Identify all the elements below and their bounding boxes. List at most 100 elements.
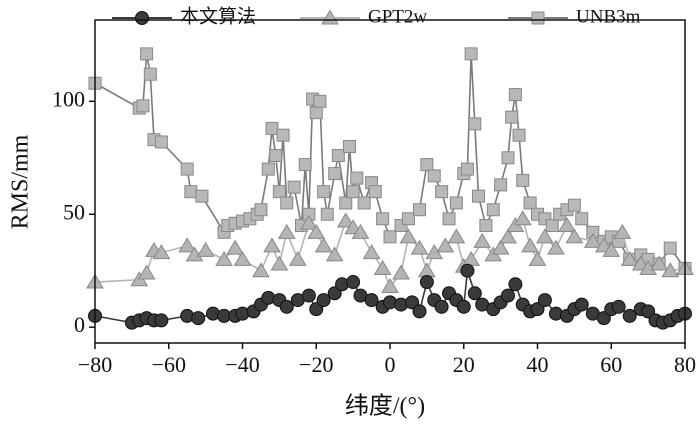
point [154,135,168,149]
point [410,239,429,255]
point [154,313,169,328]
point [364,293,379,308]
point [602,241,621,257]
point [528,250,547,266]
point [307,223,326,239]
point [513,210,532,226]
point [505,110,519,124]
point [373,259,392,275]
point [508,277,523,292]
point [368,185,382,199]
point [473,232,492,248]
legend-label: 本文算法 [180,5,256,27]
point [472,189,485,203]
point [449,196,463,210]
point [309,302,324,317]
point [328,167,342,181]
point [351,223,370,239]
point [435,185,449,199]
point [558,217,576,233]
point [434,299,449,314]
point [417,262,436,278]
x-tick-label: −40 [225,352,259,377]
point [547,239,565,255]
point [376,212,390,226]
point [399,228,418,244]
x-tick-label: −80 [78,352,112,377]
point [195,189,209,203]
point [254,203,268,217]
point [191,311,206,326]
point [565,228,584,244]
point [140,47,154,61]
point [288,250,307,266]
point [413,203,426,217]
point [641,304,656,319]
point [521,237,540,253]
point [327,286,342,301]
point [279,299,294,314]
x-tick-label: 0 [385,352,396,377]
point [501,151,515,165]
x-tick-label: 20 [453,352,475,377]
point [269,149,283,163]
point [494,178,508,192]
point [486,203,500,217]
point [143,67,157,81]
point [501,288,515,303]
point [663,241,677,255]
point [613,223,632,239]
point [583,232,602,248]
legend-marker [135,11,149,25]
point [535,228,554,244]
point [574,297,589,312]
point [545,219,559,233]
x-tick-label: −20 [299,352,333,377]
point [339,196,353,210]
point [575,212,589,226]
point [196,241,215,257]
point [277,223,296,239]
point [405,295,420,310]
point [299,214,318,230]
point [442,212,456,226]
point [261,162,275,176]
point [226,239,245,255]
point [316,293,331,308]
y-tick-label: 100 [52,86,85,111]
point [460,162,474,176]
point [622,308,637,323]
x-tick-label: 60 [600,352,622,377]
point [401,212,415,226]
point [464,47,478,61]
point [419,275,434,290]
point [650,255,669,271]
y-tick-label: 50 [63,199,85,224]
point [447,228,466,244]
point [512,128,526,142]
point [516,173,530,187]
point [263,237,281,253]
point [530,302,545,317]
point [508,88,522,102]
point [491,239,510,255]
x-axis-label: 纬度/(°) [345,393,425,420]
point [233,250,252,266]
point [460,263,475,278]
point [357,196,371,210]
point [456,299,471,314]
point [325,246,344,262]
point [350,171,364,185]
point [272,185,286,199]
point [567,198,581,212]
point [392,264,410,280]
point [383,230,397,244]
point [317,185,331,199]
point [280,196,294,210]
point [320,207,334,221]
point [467,286,482,301]
point [427,169,441,183]
point [215,250,233,266]
point [301,288,316,303]
